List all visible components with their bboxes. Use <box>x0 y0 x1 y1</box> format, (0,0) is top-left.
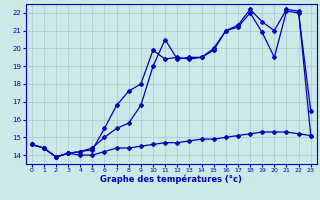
X-axis label: Graphe des températures (°c): Graphe des températures (°c) <box>100 175 242 184</box>
